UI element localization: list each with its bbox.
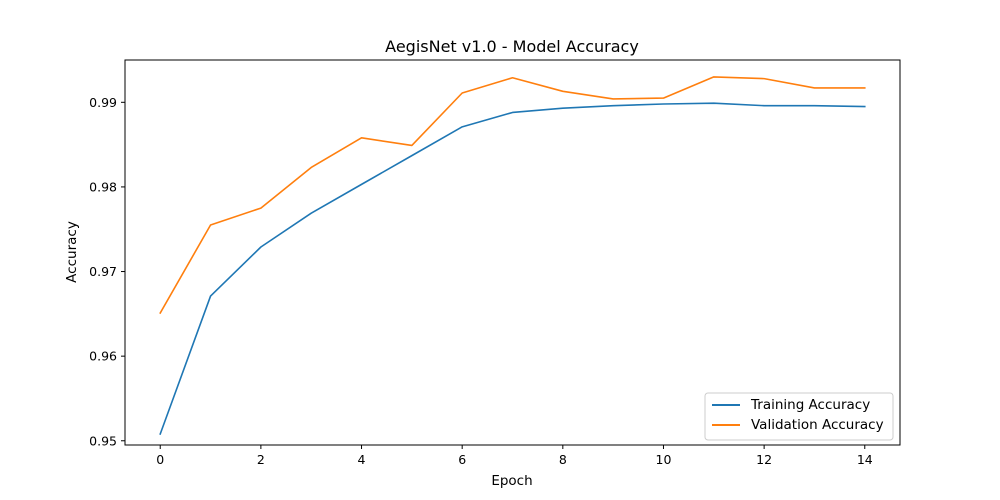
x-tick-label: 0 [156,452,164,467]
plot-frame [124,59,901,446]
x-tick-label: 8 [559,452,567,467]
series-line-training [159,102,866,436]
x-tick-label: 6 [458,452,466,467]
x-tick-label: 2 [257,452,265,467]
series-layer [159,76,866,436]
y-tick-label: 0.95 [89,433,117,448]
x-tick-label: 10 [656,452,672,467]
legend: Training Accuracy Validation Accuracy [704,392,894,441]
y-tick-label: 0.97 [89,264,117,279]
series-line-validation [159,76,866,315]
x-axis-label: Epoch [491,473,532,489]
plot-area [124,59,901,446]
chart-title: AegisNet v1.0 - Model Accuracy [385,37,639,56]
legend-label-training: Training Accuracy [750,397,870,413]
x-axis-ticks: 0 2 4 6 8 10 12 14 [156,445,873,467]
y-tick-label: 0.99 [89,95,117,110]
x-tick-label: 14 [857,452,873,467]
x-tick-label: 12 [756,452,772,467]
y-tick-label: 0.98 [89,179,117,194]
legend-box [704,392,894,441]
y-tick-label: 0.96 [89,349,117,364]
x-tick-label: 4 [358,452,366,467]
y-axis-ticks: 0.95 0.96 0.97 0.98 0.99 [89,95,125,448]
legend-label-validation: Validation Accuracy [751,417,884,433]
y-axis-label: Accuracy [64,221,80,283]
